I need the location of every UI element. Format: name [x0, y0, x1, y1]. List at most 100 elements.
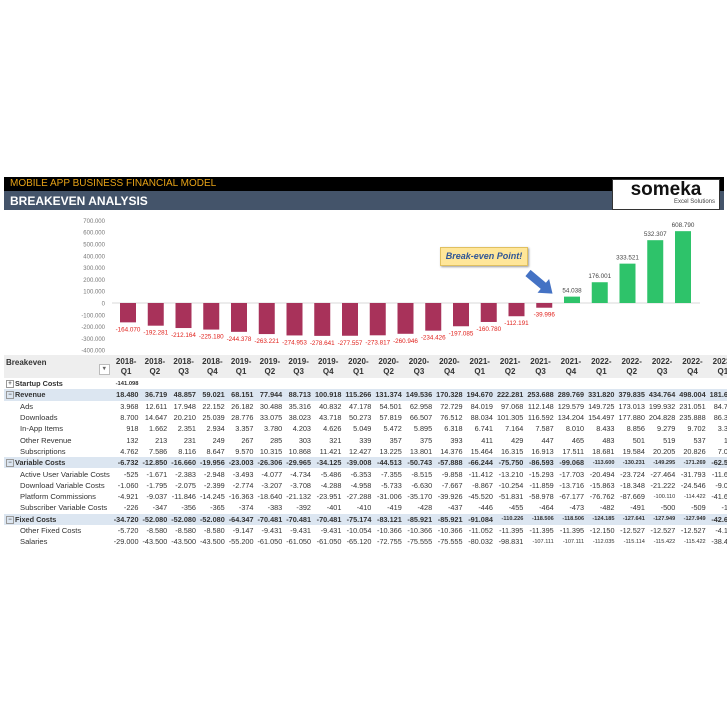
breakeven-table: Breakeven ▾ 2018- Q1 2018- Q2 2018- Q3 2018- Q4 20…: [4, 355, 727, 547]
header-quarter: Q2: [264, 366, 276, 376]
value-cell: [227, 378, 256, 389]
value-cell: -13.716: [559, 480, 585, 490]
value-cell: -114.422: [684, 493, 706, 500]
value-cell: -9.147: [232, 526, 254, 535]
bar-2022-Q4: [647, 240, 664, 303]
value-cell: 19.584: [622, 446, 645, 456]
value-cell: -12.150: [589, 526, 615, 535]
bar-2021-Q3: [508, 303, 525, 317]
value-cell: 231.051: [679, 401, 706, 411]
value-cell: 11.421: [319, 446, 342, 456]
collapse-icon[interactable]: −: [6, 391, 14, 400]
filter-dropdown-icon[interactable]: ▾: [98, 364, 110, 375]
value-cell: [284, 378, 313, 389]
value-cell: -3.708: [290, 480, 311, 490]
value-cell: 5.472: [383, 424, 402, 434]
value-cell: 47.178: [349, 401, 372, 411]
value-cell: 2.351: [177, 424, 196, 434]
value-cell: -70.481: [255, 513, 285, 525]
value-cell: 101.305: [496, 413, 524, 423]
y-tick-label: 200.000: [83, 278, 105, 284]
value-cell: 5.895: [413, 424, 433, 434]
value-cell: 10.868: [288, 446, 311, 456]
value-cell: 173.013: [618, 401, 645, 411]
table-row: + Startup Costs -141.098: [4, 378, 727, 389]
value-cell: -9.009: [715, 480, 727, 490]
breakeven-chart: 700.000 600.000 500.000 400.000 300.000 200.0…: [81, 219, 700, 355]
value-cell: 129.579: [557, 401, 585, 411]
y-tick-label: -400.000: [81, 349, 105, 355]
value-cell: 16.315: [501, 446, 524, 456]
value-cell: 183: [723, 435, 727, 445]
value-cell: -7.667: [441, 480, 463, 490]
bar-2021-Q1: [453, 303, 469, 327]
value-cell: [647, 378, 677, 389]
value-cell: -6.630: [411, 480, 433, 490]
value-cell: 4.626: [323, 424, 342, 434]
value-cell: -4.958: [350, 480, 372, 490]
table-row: Active User Variable Costs -525 -1.671 -2.3…: [4, 468, 727, 479]
value-cell: -100.110: [653, 493, 676, 500]
header-quarter: Q2: [149, 366, 161, 376]
value-cell: -16.660: [169, 457, 198, 469]
row-label: Ads: [20, 401, 34, 411]
row-label-cell: Other Revenue: [4, 434, 112, 445]
value-cell: -64.347: [226, 513, 256, 525]
value-cell: 25.039: [202, 413, 225, 423]
expand-icon[interactable]: +: [6, 380, 14, 389]
value-cell: 465: [571, 435, 585, 445]
bar-2022-Q3: [619, 263, 636, 303]
value-cell: [404, 378, 434, 389]
header-quarter: Q4: [322, 366, 334, 376]
row-label: Other Revenue: [20, 435, 72, 445]
value-cell: 8.856: [626, 424, 645, 434]
value-cell: 170.328: [434, 389, 465, 401]
value-cell: 20.205: [652, 446, 676, 456]
value-cell: -35.170: [407, 492, 433, 502]
header-year: 2019-: [288, 356, 309, 366]
row-label: Salaries: [20, 537, 48, 547]
collapse-icon[interactable]: −: [6, 459, 14, 468]
y-tick-label: 500.000: [83, 243, 105, 249]
value-cell: -23.003: [226, 457, 256, 469]
value-cell: 434.764: [646, 389, 678, 401]
value-cell: -4.288: [320, 480, 342, 490]
value-cell: -13.210: [498, 469, 524, 479]
value-cell: -85.921: [403, 513, 435, 525]
value-cell: -4.921: [117, 492, 139, 502]
value-cell: 59.021: [198, 389, 227, 401]
value-cell: -500: [660, 503, 676, 513]
value-cell: -65.120: [346, 537, 372, 547]
value-cell: -8.580: [146, 526, 168, 535]
header-quarter: Q3: [178, 366, 189, 376]
value-cell: [434, 378, 464, 389]
table-row: Download Variable Costs -1.060 -1.795 -2.07…: [4, 480, 727, 491]
value-cell: -2.948: [204, 469, 225, 479]
value-cell: 8.433: [596, 424, 615, 434]
y-tick-label: 0: [102, 302, 106, 308]
value-cell: -419: [387, 503, 402, 513]
value-cell: 303: [298, 435, 311, 445]
value-cell: 86.331: [713, 413, 727, 423]
value-cell: 20.826: [683, 446, 706, 456]
header-year: 2020-: [439, 356, 460, 366]
value-cell: 483: [602, 435, 615, 445]
bar-2022-Q2: [591, 282, 608, 303]
value-cell: 9.279: [657, 424, 676, 434]
header-quarter: Q4: [444, 366, 455, 376]
column-header-2022-Q1: 2022- Q1: [586, 355, 617, 378]
value-cell: 13.225: [379, 446, 402, 456]
value-cell: -41.685: [711, 492, 727, 502]
break-even-callout: Break-even Point!: [440, 247, 528, 266]
collapse-icon[interactable]: −: [6, 515, 14, 524]
header-year: 2019-: [230, 356, 252, 366]
column-header-2018-Q4: 2018- Q4: [198, 355, 227, 378]
table-row: − Revenue 18.480 36.719 48.857 59.021 68.151 77…: [4, 389, 727, 401]
value-cell: 537: [693, 435, 706, 445]
value-cell: -11.052: [468, 526, 493, 535]
value-cell: -99.068: [555, 457, 587, 469]
value-cell: -14.245: [200, 492, 225, 502]
value-cell: -7.355: [381, 469, 402, 479]
value-cell: 149.536: [403, 389, 435, 401]
value-cell: 3.780: [263, 424, 283, 434]
